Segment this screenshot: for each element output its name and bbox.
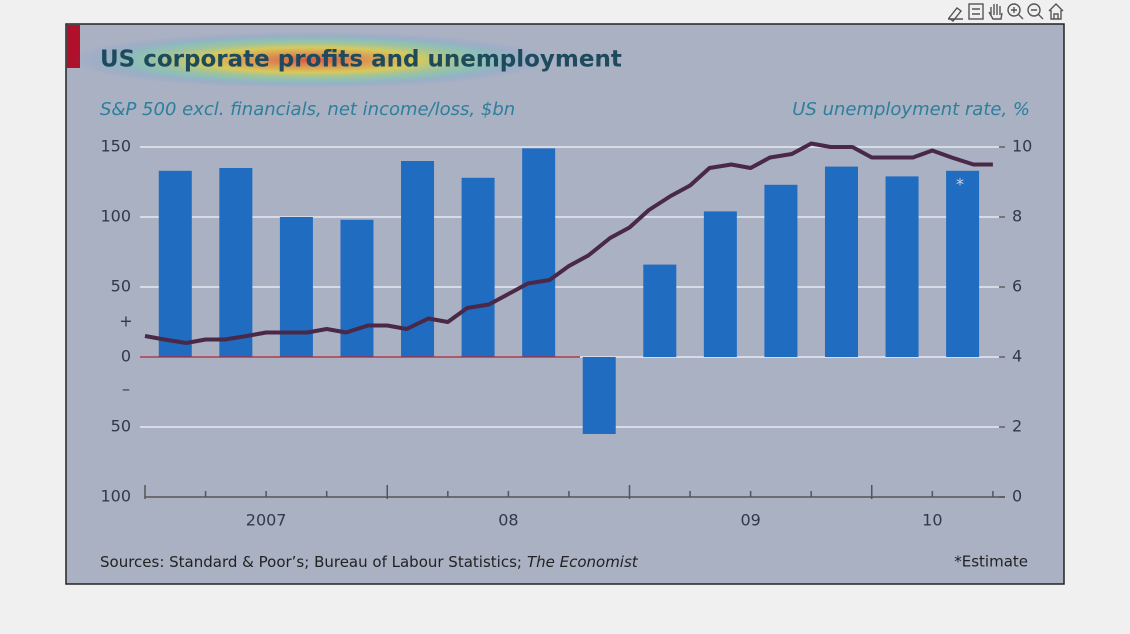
subplots-button[interactable] xyxy=(968,3,984,20)
toolbar xyxy=(948,3,1064,22)
source-italic: The Economist xyxy=(527,553,639,571)
heatmap-blob xyxy=(70,32,550,88)
estimate-mark: * xyxy=(956,175,964,194)
bar xyxy=(643,264,677,357)
source: Sources: Standard & Poor’s; Bureau of La… xyxy=(100,553,639,571)
pan-button[interactable] xyxy=(988,4,1003,20)
y2-tick-label: 2 xyxy=(1012,417,1022,436)
x-tick-label: 09 xyxy=(740,511,760,530)
y-tick-label: 150 xyxy=(100,137,131,156)
bar xyxy=(219,168,253,357)
bar xyxy=(340,219,374,357)
bar xyxy=(885,176,919,357)
edit-button[interactable] xyxy=(948,7,963,22)
y-tick-label: 0 xyxy=(121,347,131,366)
y2-tick-label: 6 xyxy=(1012,277,1022,296)
zoom-in-button[interactable] xyxy=(1007,3,1024,20)
zoom-out-button[interactable] xyxy=(1027,3,1044,20)
bar xyxy=(703,211,737,357)
home-button[interactable] xyxy=(1048,3,1064,20)
minus-sign: – xyxy=(122,380,130,399)
plus-sign: + xyxy=(119,312,132,331)
x-tick-label: 2007 xyxy=(246,511,287,530)
line xyxy=(144,141,993,345)
x-tick-label: 10 xyxy=(922,511,942,530)
bar xyxy=(824,166,858,357)
y2-tick-label: 4 xyxy=(1012,347,1022,366)
y2-tick-label: 0 xyxy=(1012,487,1022,506)
y-tick-label: 50 xyxy=(111,277,131,296)
chart-title: US corporate profits and unemployment xyxy=(100,47,622,73)
y2-tick-label: 10 xyxy=(1012,137,1032,156)
plot-area: 100 50 0 50 100 150 0 2 4 6 8 10 2007 08 09 10 xyxy=(100,137,1032,530)
y2-tick-label: 8 xyxy=(1012,207,1022,226)
y-tick-label: 100 xyxy=(100,207,131,226)
bar xyxy=(522,148,556,357)
bar xyxy=(582,357,616,434)
right-axis-title: US unemployment rate, % xyxy=(792,99,1030,120)
left-axis-title: S&P 500 excl. financials, net income/los… xyxy=(100,99,515,120)
y-tick-label: 100 xyxy=(100,487,131,506)
bar xyxy=(279,217,313,357)
note: *Estimate xyxy=(954,553,1028,571)
y-tick-label: 50 xyxy=(111,417,131,436)
bar xyxy=(158,170,192,357)
bar xyxy=(946,170,980,357)
source-text: Sources: Standard & Poor’s; Bureau of La… xyxy=(100,553,522,571)
bar xyxy=(764,184,798,357)
bar xyxy=(461,177,495,357)
x-tick-label: 08 xyxy=(498,511,518,530)
